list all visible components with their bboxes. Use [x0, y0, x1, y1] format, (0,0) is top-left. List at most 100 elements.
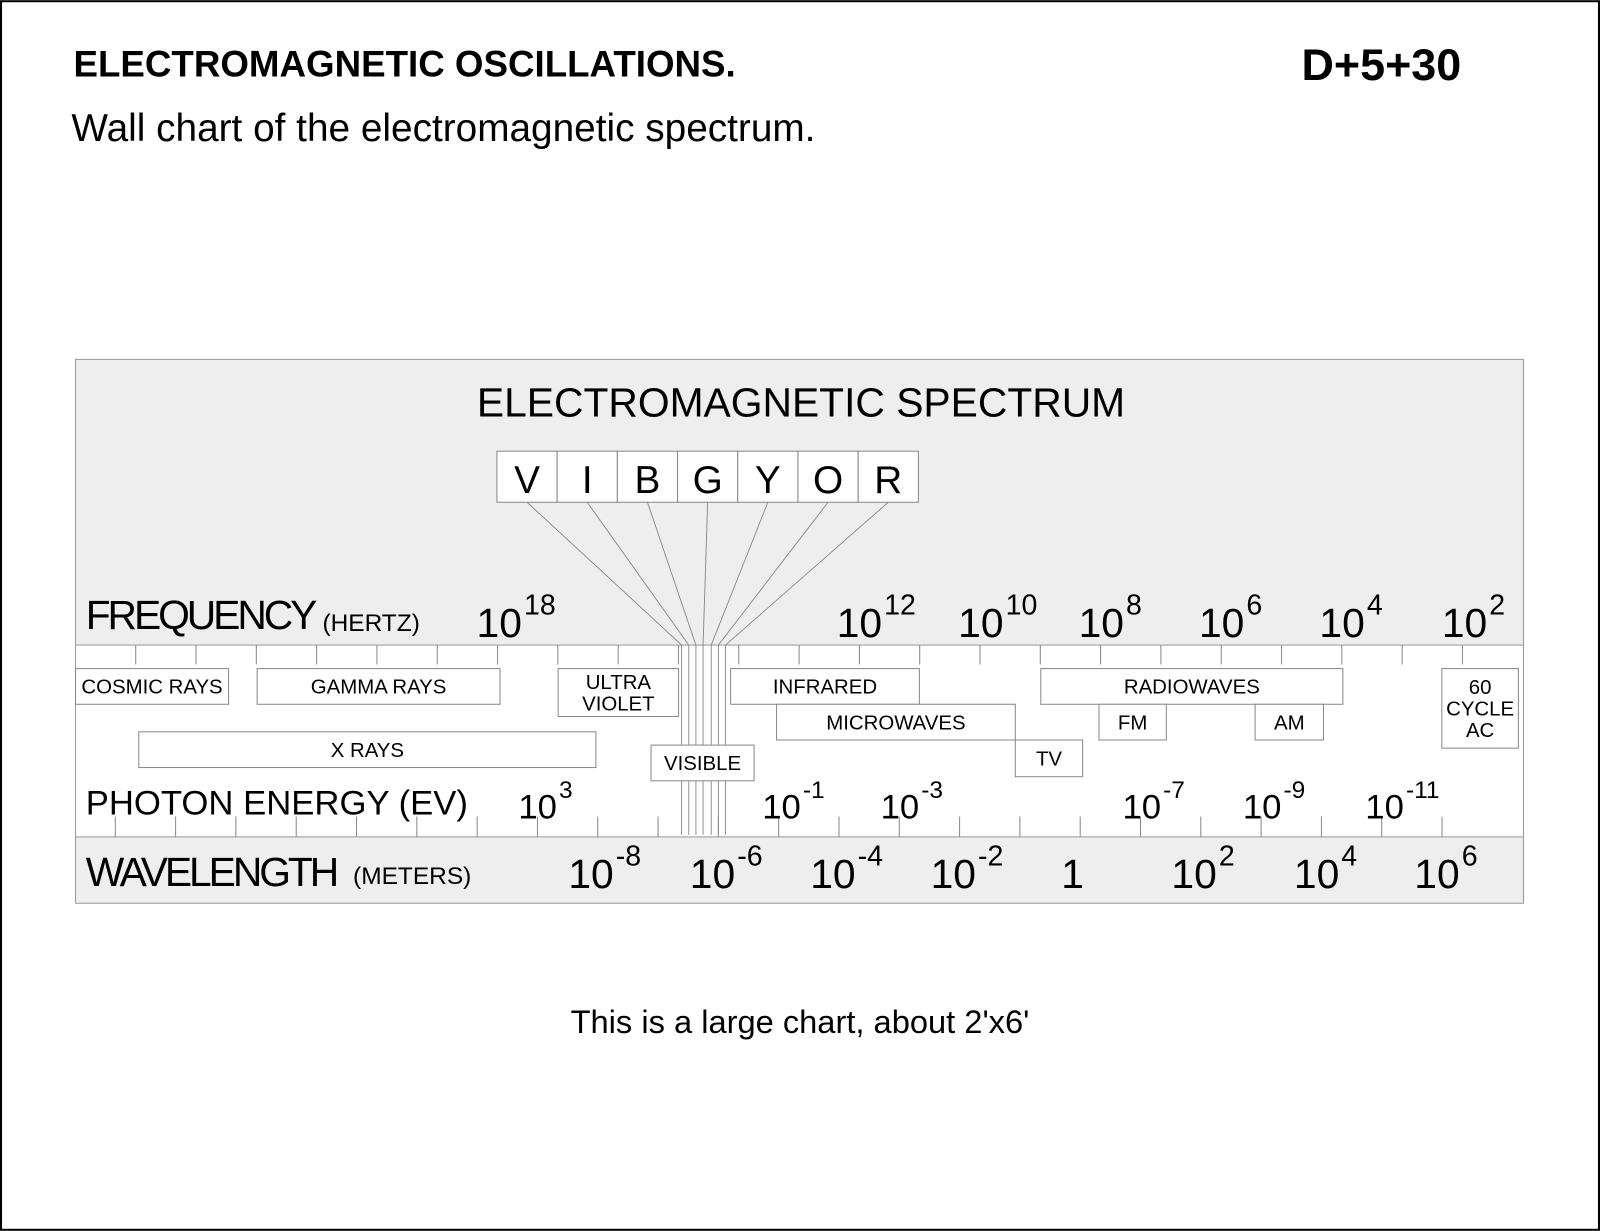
page-subtitle: Wall chart of the electromagnetic spectr… — [71, 107, 815, 150]
frequency-tick-label: 10 12 — [837, 589, 916, 645]
band-box — [256, 668, 501, 705]
tick-label-base: 10 — [1365, 789, 1404, 827]
tick-label-exponent: -4 — [858, 841, 884, 873]
tick-label-base: 10 — [568, 851, 613, 897]
color-letter: B — [635, 459, 661, 502]
band-cosmic-rays: COSMIC RAYS — [74, 668, 230, 705]
frequency-tick-label: 10 10 — [958, 589, 1037, 645]
tick-label-exponent: 4 — [1367, 589, 1383, 621]
band-x-rays: X RAYS — [138, 731, 597, 769]
band-gamma-rays: GAMMA RAYS — [256, 668, 501, 705]
tick-label-exponent: 8 — [1126, 589, 1142, 621]
band-infrared: INFRARED — [730, 668, 920, 705]
photon-energy-tick-label: 10 -7 — [1122, 777, 1184, 826]
color-letter: O — [813, 459, 843, 502]
tick-label-base: 10 — [1319, 600, 1364, 646]
wavelength-tick-label: 10 6 — [1414, 841, 1477, 897]
band-box — [776, 703, 1016, 741]
tick-label-base: 10 — [1414, 851, 1459, 897]
tick-label-base: 1 — [1061, 851, 1084, 897]
wavelength-tick-labels: 10 -8 10 -6 10 -4 10 -2 1 10 2 10 4 10 6 — [568, 841, 1477, 897]
tick-label-base: 10 — [1243, 789, 1282, 827]
tick-label-exponent: 2 — [1219, 841, 1235, 873]
wavelength-tick-label: 1 — [1061, 851, 1084, 897]
tick-label-base: 10 — [1171, 851, 1216, 897]
band-microwaves: MICROWAVES — [776, 703, 1016, 741]
wavelength-label: WAVELENGTH — [86, 849, 337, 895]
tick-label-exponent: 4 — [1341, 841, 1357, 873]
tick-label-exponent: -9 — [1283, 777, 1305, 804]
frequency-tick-labels: 10 18 10 12 10 10 10 8 10 6 10 4 10 2 — [477, 589, 1506, 645]
wavelength-tick-label: 10 -8 — [568, 841, 641, 897]
frequency-label: FREQUENCY — [86, 592, 317, 638]
color-letter: I — [582, 459, 593, 502]
band-label: COSMIC RAYS — [81, 677, 222, 699]
band-label: AM — [1274, 712, 1305, 734]
tick-label-base: 10 — [881, 789, 920, 827]
photon-energy-tick-label: 10 -1 — [762, 777, 824, 826]
frequency-tick-label: 10 4 — [1319, 589, 1382, 645]
tick-label-exponent: -8 — [616, 841, 641, 873]
band-box — [1254, 703, 1324, 741]
tick-label-base: 10 — [1442, 600, 1487, 646]
band-label: RADIOWAVES — [1124, 677, 1260, 699]
color-letter: V — [514, 459, 540, 502]
tick-label-exponent: 3 — [559, 777, 573, 804]
photon-energy-tick-label: 10 3 — [518, 777, 572, 826]
catalog-code: D+5+30 — [1302, 39, 1462, 90]
band-label: 60 — [1469, 677, 1492, 699]
tick-label-base: 10 — [1199, 600, 1244, 646]
photon-energy-tick-labels: 10 3 10 -1 10 -3 10 -7 10 -9 10 -11 — [518, 777, 1439, 826]
color-letter: Y — [755, 459, 781, 502]
tick-label-exponent: -6 — [737, 841, 762, 873]
tick-label-exponent: 12 — [884, 589, 916, 621]
wavelength-unit: (METERS) — [353, 863, 471, 890]
band-box — [650, 744, 755, 782]
color-box-r — [857, 450, 919, 503]
band-label: ULTRA — [586, 672, 652, 694]
chart-title: ELECTROMAGNETIC SPECTRUM — [477, 380, 1125, 426]
tick-label-base: 10 — [958, 600, 1003, 646]
tick-label-exponent: -1 — [803, 777, 825, 804]
tick-label-exponent: -3 — [921, 777, 943, 804]
photon-energy-tick-label: 10 -3 — [881, 777, 943, 826]
band-label: X RAYS — [331, 740, 404, 762]
tick-label-base: 10 — [762, 789, 801, 827]
band-label: INFRARED — [773, 677, 877, 699]
tick-label-exponent: -2 — [978, 841, 1003, 873]
wavelength-tick-label: 10 -4 — [810, 841, 883, 897]
color-box-y — [737, 450, 799, 503]
band-box — [74, 668, 230, 705]
tick-label-exponent: 6 — [1246, 589, 1262, 621]
color-letter: G — [693, 459, 723, 502]
tick-label-base: 10 — [1294, 851, 1339, 897]
photon-energy-label: PHOTON ENERGY (EV) — [86, 784, 468, 822]
band-box — [1040, 668, 1344, 705]
band-box — [1441, 668, 1519, 749]
band-label: CYCLE — [1446, 698, 1514, 720]
tick-label-exponent: 18 — [524, 589, 556, 621]
band-radiowaves: RADIOWAVES — [1040, 668, 1344, 705]
tick-label-base: 10 — [518, 789, 557, 827]
band-visible: VISIBLE — [650, 744, 755, 782]
band-label: TV — [1036, 748, 1062, 770]
wavelength-tick-label: 10 -6 — [690, 841, 763, 897]
wavelength-tick-label: 10 2 — [1171, 841, 1234, 897]
tick-label-base: 10 — [1079, 600, 1124, 646]
band-label: GAMMA RAYS — [311, 677, 447, 699]
tick-label-base: 10 — [690, 851, 735, 897]
tick-label-exponent: -7 — [1163, 777, 1185, 804]
band-box — [138, 731, 597, 769]
band-fm: FM — [1098, 703, 1167, 741]
tick-label-exponent: 10 — [1006, 589, 1038, 621]
tick-label-base: 10 — [810, 851, 855, 897]
tick-label-base: 10 — [837, 600, 882, 646]
band-label: VIOLET — [582, 693, 655, 715]
frequency-tick-label: 10 2 — [1442, 589, 1505, 645]
wavelength-tick-label: 10 -2 — [931, 841, 1004, 897]
band-label: AC — [1466, 720, 1494, 742]
scale-ticks — [114, 645, 1463, 837]
